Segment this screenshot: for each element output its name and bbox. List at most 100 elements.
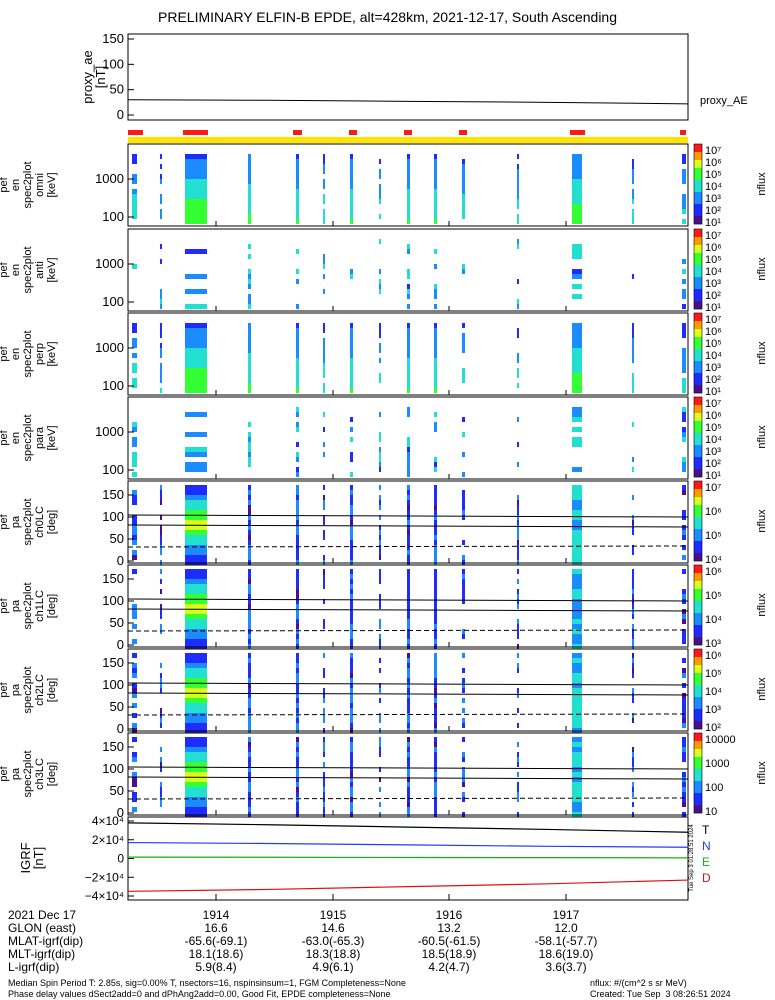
colorbar-swatch: [694, 214, 702, 217]
pa-cell: [517, 520, 519, 525]
spectrogram-cell: [632, 209, 634, 214]
spectrogram-cell: [323, 353, 325, 358]
pa-cell: [572, 579, 582, 584]
pa-cell: [632, 574, 634, 579]
pa-cell: [350, 698, 353, 703]
pa-cell: [517, 510, 519, 515]
spectrogram-cell: [350, 209, 353, 214]
pa-cell: [350, 742, 353, 747]
pa-cell: [407, 530, 410, 535]
pa-cell: [682, 485, 686, 490]
pa-cell: [434, 584, 437, 589]
colorbar-swatch: [694, 599, 702, 602]
colorbar-swatch: [694, 160, 702, 163]
colorbar-swatch: [694, 174, 702, 177]
spectrogram-cell: [572, 164, 582, 169]
spectrogram-cell: [248, 159, 251, 164]
spectrogram-cell: [682, 328, 686, 333]
spectrogram-cell: [462, 269, 465, 274]
spectrogram-cell: [572, 373, 582, 378]
spectrogram-cell: [248, 174, 251, 179]
spectrogram-cell: [572, 407, 582, 412]
spectrogram-cell: [572, 219, 582, 224]
spectrogram-cell: [407, 304, 410, 309]
pa-cell: [185, 584, 207, 589]
spectrogram-cell: [248, 343, 251, 348]
pa-cell: [248, 540, 251, 545]
spectrogram-cell: [682, 304, 686, 309]
pa-cell: [407, 535, 410, 540]
pa-cell: [248, 767, 251, 772]
pa-cell: [248, 569, 251, 574]
pa-cell: [323, 688, 325, 693]
pa-cell: [434, 500, 437, 505]
y-tick-label: 50: [110, 699, 124, 714]
colorbar-swatch: [694, 733, 702, 736]
pa-cell: [434, 594, 437, 599]
ylabel-line: pef: [0, 765, 10, 781]
pa-cell: [462, 510, 465, 515]
pa-cell: [350, 668, 353, 673]
pa-cell: [350, 723, 353, 728]
pa-cell: [434, 698, 437, 703]
pa-cell: [160, 495, 162, 500]
pa-cell: [160, 550, 162, 555]
spectrogram-cell: [517, 174, 519, 179]
spectrogram-cell: [185, 194, 207, 199]
colorbar-swatch: [694, 451, 702, 454]
pa-cell: [407, 673, 410, 678]
pa-cell: [632, 767, 634, 772]
pa-cell: [434, 782, 437, 787]
colorbar-swatch: [694, 547, 702, 550]
spectrogram-cell: [248, 164, 251, 169]
colorbar-swatch: [694, 235, 702, 238]
spectrogram-cell: [572, 427, 582, 432]
colorbar-swatch: [694, 168, 702, 171]
pa-cell: [517, 693, 519, 698]
pa-cell: [517, 594, 519, 599]
pa-cell: [462, 599, 465, 604]
spectrogram-cell: [379, 412, 381, 417]
spectrogram-cell: [248, 333, 251, 338]
colorbar-swatch: [694, 331, 702, 334]
spectrogram-cell: [248, 338, 251, 343]
spectrogram-cell: [379, 174, 381, 179]
ylabel-line: [keV]: [46, 425, 58, 450]
spectrogram-cell: [434, 164, 437, 169]
pa-cell: [132, 752, 137, 757]
anti-loss-cone-line: [127, 545, 689, 548]
pa-cell: [434, 525, 437, 530]
pa-cell: [632, 515, 634, 520]
pa-cell: [379, 555, 381, 560]
pa-cell: [434, 490, 437, 495]
pa-cell: [572, 520, 582, 525]
spectrogram-cell: [434, 333, 437, 338]
spectrogram-cell: [185, 214, 207, 219]
spectrogram-cell: [517, 462, 519, 467]
pa-cell: [323, 693, 325, 698]
spectrogram-cell: [132, 427, 137, 432]
spectrogram-cell: [682, 412, 686, 417]
status-red-marker: [128, 130, 143, 135]
colorbar-swatch: [694, 707, 702, 710]
pa-cell: [434, 713, 437, 718]
pa-cell: [379, 742, 381, 747]
pa-cell: [407, 737, 410, 742]
colorbar-swatch: [694, 285, 702, 288]
spectrogram-cell: [248, 189, 251, 194]
pa-cell: [185, 530, 207, 535]
pa-cell: [379, 737, 381, 742]
pa-cell: [434, 708, 437, 713]
pa-cell: [572, 792, 582, 797]
pa-cell: [350, 737, 353, 742]
colorbar-swatch: [694, 363, 702, 366]
pa-cell: [379, 485, 381, 490]
colorbar-swatch: [694, 409, 702, 412]
colorbar-tick-label: 10²: [705, 205, 721, 217]
pa-cell: [632, 530, 634, 535]
pa-cell: [160, 663, 162, 668]
table-cell: 13.2: [437, 921, 461, 935]
colorbar-swatch: [694, 259, 702, 262]
ylabel-line: pa: [10, 599, 22, 612]
pa-cell: [248, 723, 251, 728]
